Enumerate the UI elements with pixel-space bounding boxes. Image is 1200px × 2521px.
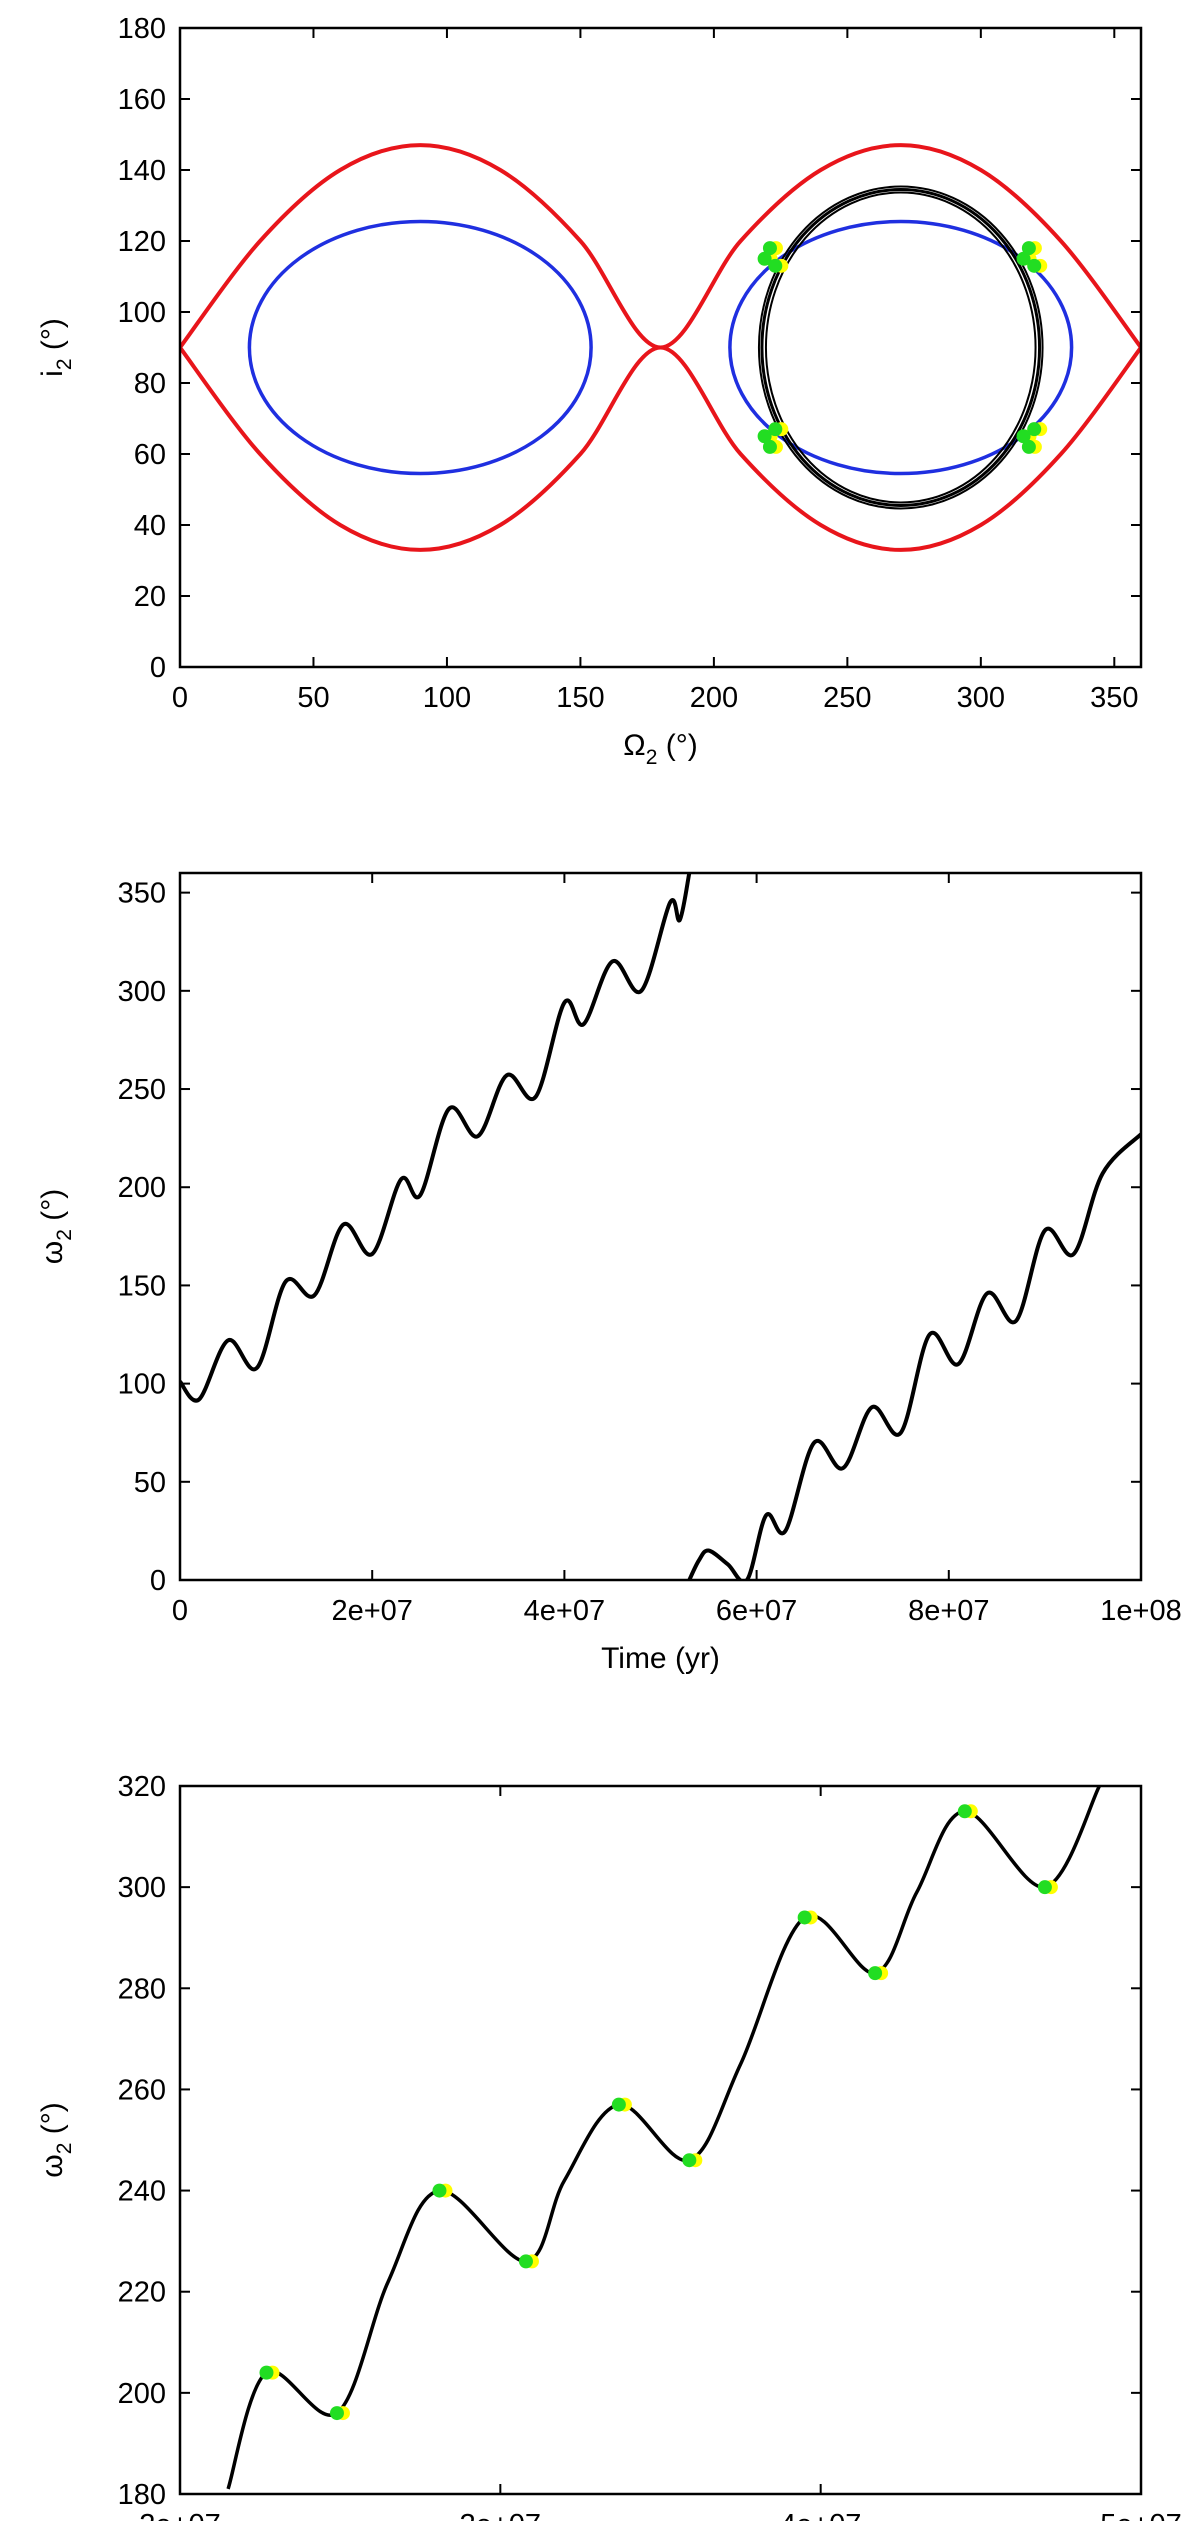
- omega-series-line-1: [687, 1132, 1141, 1580]
- x-tick-label: 4e+07: [780, 2509, 861, 2521]
- x-tick-label: 8e+07: [908, 1595, 989, 1627]
- orbit-trajectory-loop: [760, 188, 1042, 507]
- separatrix-upper-line: [180, 143, 1141, 350]
- event-marker-green: [762, 439, 777, 454]
- y-tick-label: 350: [118, 878, 166, 910]
- event-marker-green: [1016, 251, 1031, 266]
- panel-inclination-vs-node: 0 50 100 150 200 250 300 350 0 20 40 60 80 100 120 140 1…: [36, 13, 1143, 769]
- y-tick-label: 200: [118, 1172, 166, 1204]
- event-marker-green: [1021, 241, 1036, 256]
- y-tick-label: 0: [150, 652, 166, 684]
- y-tick-label: 150: [118, 1270, 166, 1302]
- event-marker-green: [259, 2365, 274, 2380]
- y-axis-label: ω2 (°): [36, 2102, 76, 2177]
- event-marker-green: [1021, 439, 1036, 454]
- x-tick-label: 2e+07: [331, 1595, 412, 1627]
- event-marker-green: [797, 1910, 812, 1925]
- x-tick-label: 1e+08: [1100, 1595, 1181, 1627]
- plot-area: [180, 873, 1141, 1580]
- plot-area: [180, 143, 1141, 552]
- y-tick-label: 140: [118, 155, 166, 187]
- y-tick-label: 320: [118, 1771, 166, 1803]
- omega-series-line-0: [180, 873, 692, 1403]
- x-axis-label: Time (yr): [601, 1642, 720, 1675]
- panel-omega-vs-time-full: 0 2e+07 4e+07 6e+07 8e+07 1e+08 0 50 100 150 200 25…: [36, 871, 1182, 1675]
- y-tick-label: 160: [118, 84, 166, 116]
- y-tick-label: 280: [118, 1973, 166, 2005]
- event-marker-green: [757, 251, 772, 266]
- x-tick-label: 4e+07: [524, 1595, 605, 1627]
- plot-frame: [178, 1784, 1143, 2496]
- panel-omega-vs-time-zoom: 2e+07 3e+07 4e+07 5e+07 180 200 220 240 260 280 30…: [36, 1771, 1182, 2521]
- event-marker-green: [1016, 429, 1031, 444]
- y-tick-label: 120: [118, 226, 166, 258]
- x-tick-label: 300: [957, 682, 1005, 714]
- event-marker-green: [1027, 258, 1042, 273]
- x-tick-label: 0: [172, 682, 188, 714]
- x-tick-label: 2e+07: [139, 2509, 220, 2521]
- libration-contour-ellipse: [728, 219, 1074, 476]
- plot-frame: [178, 871, 1143, 1582]
- x-tick-label: 6e+07: [716, 1595, 797, 1627]
- y-tick-label: 50: [134, 1467, 166, 1499]
- x-tick-label: 5e+07: [1100, 2509, 1181, 2521]
- y-tick-label: 240: [118, 2176, 166, 2208]
- y-axis-label: i2 (°): [36, 318, 76, 377]
- x-tick-label: 150: [556, 682, 604, 714]
- y-tick-label: 100: [118, 297, 166, 329]
- y-tick-label: 250: [118, 1074, 166, 1106]
- event-marker-green: [611, 2097, 626, 2112]
- y-tick-label: 200: [118, 2378, 166, 2410]
- orbit-trajectory-loop-inner: [764, 191, 1037, 504]
- x-tick-label: 100: [423, 682, 471, 714]
- y-tick-label: 20: [134, 581, 166, 613]
- event-marker-green: [768, 422, 783, 437]
- event-marker-green: [682, 2153, 697, 2168]
- y-tick-label: 260: [118, 2074, 166, 2106]
- x-axis-label: Ω2 (°): [623, 729, 697, 769]
- y-tick-label: 100: [118, 1369, 166, 1401]
- event-marker-green: [329, 2406, 344, 2421]
- libration-contour-ellipse: [247, 219, 593, 476]
- y-tick-label: 0: [150, 1565, 166, 1597]
- y-tick-label: 40: [134, 510, 166, 542]
- y-tick-label: 180: [118, 13, 166, 45]
- orbit-trajectory-loop-outer: [757, 185, 1044, 510]
- event-marker-green: [518, 2254, 533, 2269]
- y-tick-label: 220: [118, 2277, 166, 2309]
- event-marker-green: [762, 241, 777, 256]
- event-marker-green: [868, 1966, 883, 1981]
- event-marker-green: [957, 1804, 972, 1819]
- plot-frame: [178, 26, 1143, 669]
- y-tick-label: 80: [134, 368, 166, 400]
- separatrix-lower-line: [180, 345, 1141, 552]
- y-axis-label: ω2 (°): [36, 1189, 76, 1264]
- omega-series-line-0: [226, 1786, 1101, 2490]
- x-tick-label: 250: [823, 682, 871, 714]
- y-tick-label: 300: [118, 1872, 166, 1904]
- event-marker-green: [1037, 1880, 1052, 1895]
- x-tick-label: 0: [172, 1595, 188, 1627]
- y-tick-label: 180: [118, 2479, 166, 2511]
- y-tick-label: 60: [134, 439, 166, 471]
- event-marker-green: [1027, 422, 1042, 437]
- x-tick-label: 3e+07: [460, 2509, 541, 2521]
- y-tick-label: 300: [118, 976, 166, 1008]
- event-marker-green: [432, 2183, 447, 2198]
- event-marker-green: [757, 429, 772, 444]
- plot-area: [226, 1786, 1101, 2490]
- x-tick-label: 50: [297, 682, 329, 714]
- x-tick-label: 200: [690, 682, 738, 714]
- x-tick-label: 350: [1090, 682, 1138, 714]
- event-marker-green: [768, 258, 783, 273]
